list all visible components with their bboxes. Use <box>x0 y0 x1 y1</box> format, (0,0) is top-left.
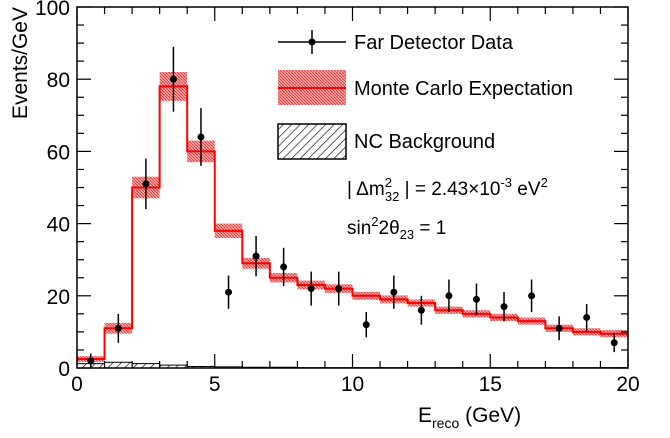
data-point <box>610 339 618 347</box>
x-axis-label: Ereco (GeV) <box>418 404 521 431</box>
data-point <box>555 324 563 332</box>
data-point <box>472 295 480 303</box>
x-tick-label: 20 <box>616 373 639 396</box>
y-tick-label: 100 <box>35 0 70 20</box>
y-axis-label: Events/GeV <box>9 7 32 119</box>
legend-item-mc: Monte Carlo Expectation <box>278 70 573 105</box>
data-point <box>583 313 591 321</box>
y-tick-label: 40 <box>47 214 70 237</box>
y-tick-label: 60 <box>47 141 70 164</box>
legend-label-nc: NC Background <box>354 131 495 153</box>
far-detector-data-points <box>87 46 618 368</box>
data-point <box>445 292 453 300</box>
x-tick-label: 15 <box>479 373 502 396</box>
x-tick-label: 10 <box>341 373 364 396</box>
data-point <box>87 357 95 365</box>
legend-nc-swatch <box>277 123 347 160</box>
axis-ticks <box>76 6 629 369</box>
y-tick-label: 0 <box>58 358 70 381</box>
data-point <box>335 285 343 293</box>
data-point <box>252 252 260 260</box>
data-point <box>362 321 370 329</box>
x-tick-label: 5 <box>209 373 221 396</box>
data-point <box>142 180 150 188</box>
data-point <box>197 133 205 141</box>
legend-item-nc: NC Background <box>277 123 495 160</box>
legend-label-mc: Monte Carlo Expectation <box>354 78 573 100</box>
data-point <box>417 306 425 314</box>
annotation-sin2theta: sin22θ23 = 1 <box>347 214 446 242</box>
y-tick-label: 20 <box>47 286 70 309</box>
x-tick-label: 0 <box>71 373 83 396</box>
legend-data-marker <box>308 38 316 46</box>
annotation-delta-m: | Δm2 32 | = 2.43×10-3 eV2 <box>347 175 548 204</box>
data-point <box>280 263 288 271</box>
legend: Far Detector Data Monte Carlo Expectatio… <box>277 30 573 160</box>
data-point <box>169 75 177 83</box>
data-point <box>307 285 315 293</box>
y-tick-label: 80 <box>47 69 70 92</box>
data-point <box>225 288 233 296</box>
legend-item-data: Far Detector Data <box>278 30 514 54</box>
data-point <box>528 292 536 300</box>
legend-label-data: Far Detector Data <box>354 32 514 54</box>
data-point <box>114 324 122 332</box>
data-point <box>390 288 398 296</box>
data-point <box>500 303 508 311</box>
axis-tick-labels: 0 5 10 15 20 0 20 40 60 80 100 <box>35 0 640 396</box>
